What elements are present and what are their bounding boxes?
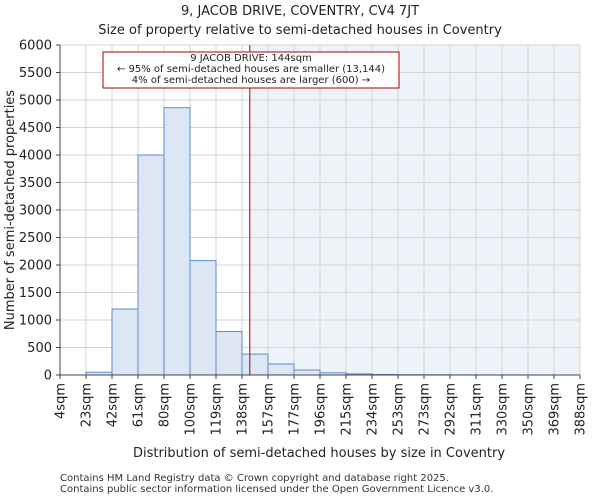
x-tick-label: 292sqm (444, 383, 459, 436)
x-tick-label: 311sqm (470, 383, 485, 436)
histogram-bar (137, 154, 165, 376)
histogram-bar (267, 363, 295, 376)
histogram-bar (163, 107, 191, 376)
y-tick-label: 3500 (19, 176, 52, 191)
title-block: 9, JACOB DRIVE, COVENTRY, CV4 7JT Size o… (0, 2, 600, 40)
x-tick-label: 80sqm (158, 383, 173, 427)
chart-title: 9, JACOB DRIVE, COVENTRY, CV4 7JT (180, 4, 420, 19)
annotation-line-3: 4% of semi-detached houses are larger (6… (132, 75, 370, 86)
y-axis-label: Number of semi-detached properties (3, 90, 18, 330)
x-tick-label: 138sqm (236, 383, 251, 436)
x-tick-label: 100sqm (184, 383, 199, 436)
histogram-bar (111, 308, 139, 376)
x-tick-label: 215sqm (340, 383, 355, 436)
x-tick-label: 388sqm (574, 383, 589, 436)
x-tick-label: 23sqm (80, 383, 95, 427)
annotation-line-1: 9 JACOB DRIVE: 144sqm (190, 53, 312, 64)
x-axis-label: Distribution of semi-detached houses by … (133, 446, 505, 461)
footer-line-1: Contains HM Land Registry data © Crown c… (60, 473, 449, 484)
y-tick-label: 0 (44, 369, 52, 384)
histogram-bar (189, 260, 217, 376)
x-tick-label: 369sqm (548, 383, 563, 436)
x-tick-label: 234sqm (366, 383, 381, 436)
histogram-chart: 0 500 1000 1500 2000 2500 3000 3500 4000 4500 5000… (3, 39, 589, 462)
x-tick-label: 350sqm (522, 383, 537, 436)
x-tick-label: 119sqm (210, 383, 225, 436)
x-tick-label: 196sqm (314, 383, 329, 436)
x-tick-label: 273sqm (418, 383, 433, 436)
y-tick-label: 2500 (19, 231, 52, 246)
y-tick-label: 1500 (19, 286, 52, 301)
footer-line-2: Contains public sector information licen… (60, 484, 494, 495)
y-tick-label: 500 (27, 341, 52, 356)
y-tick-label: 4500 (19, 121, 52, 136)
y-tick-label: 1000 (19, 314, 52, 329)
y-tick-label: 5500 (19, 66, 52, 81)
x-tick-label: 177sqm (288, 383, 303, 436)
y-tick-label: 2000 (19, 259, 52, 274)
y-tick-label: 6000 (19, 39, 52, 54)
histogram-bar (293, 369, 321, 376)
annotation-box: 9 JACOB DRIVE: 144sqm ← 95% of semi-deta… (102, 51, 400, 89)
y-tick-label: 3000 (19, 204, 52, 219)
footer: Contains HM Land Registry data © Crown c… (60, 473, 493, 495)
x-tick-label: 253sqm (392, 383, 407, 436)
annotation-border (102, 51, 400, 89)
y-tick-label: 4000 (19, 149, 52, 164)
y-tick-label: 5000 (19, 94, 52, 109)
chart-subtitle: Size of property relative to semi-detach… (98, 23, 502, 38)
x-tick-label: 61sqm (132, 383, 147, 427)
histogram-bar (241, 353, 269, 376)
histogram-bar (215, 331, 243, 376)
x-tick-label: 157sqm (262, 383, 277, 436)
annotation-line-2: ← 95% of semi-detached houses are smalle… (117, 64, 385, 75)
x-tick-label: 330sqm (496, 383, 511, 436)
x-tick-label: 42sqm (106, 383, 121, 427)
x-tick-label: 4sqm (54, 383, 69, 419)
